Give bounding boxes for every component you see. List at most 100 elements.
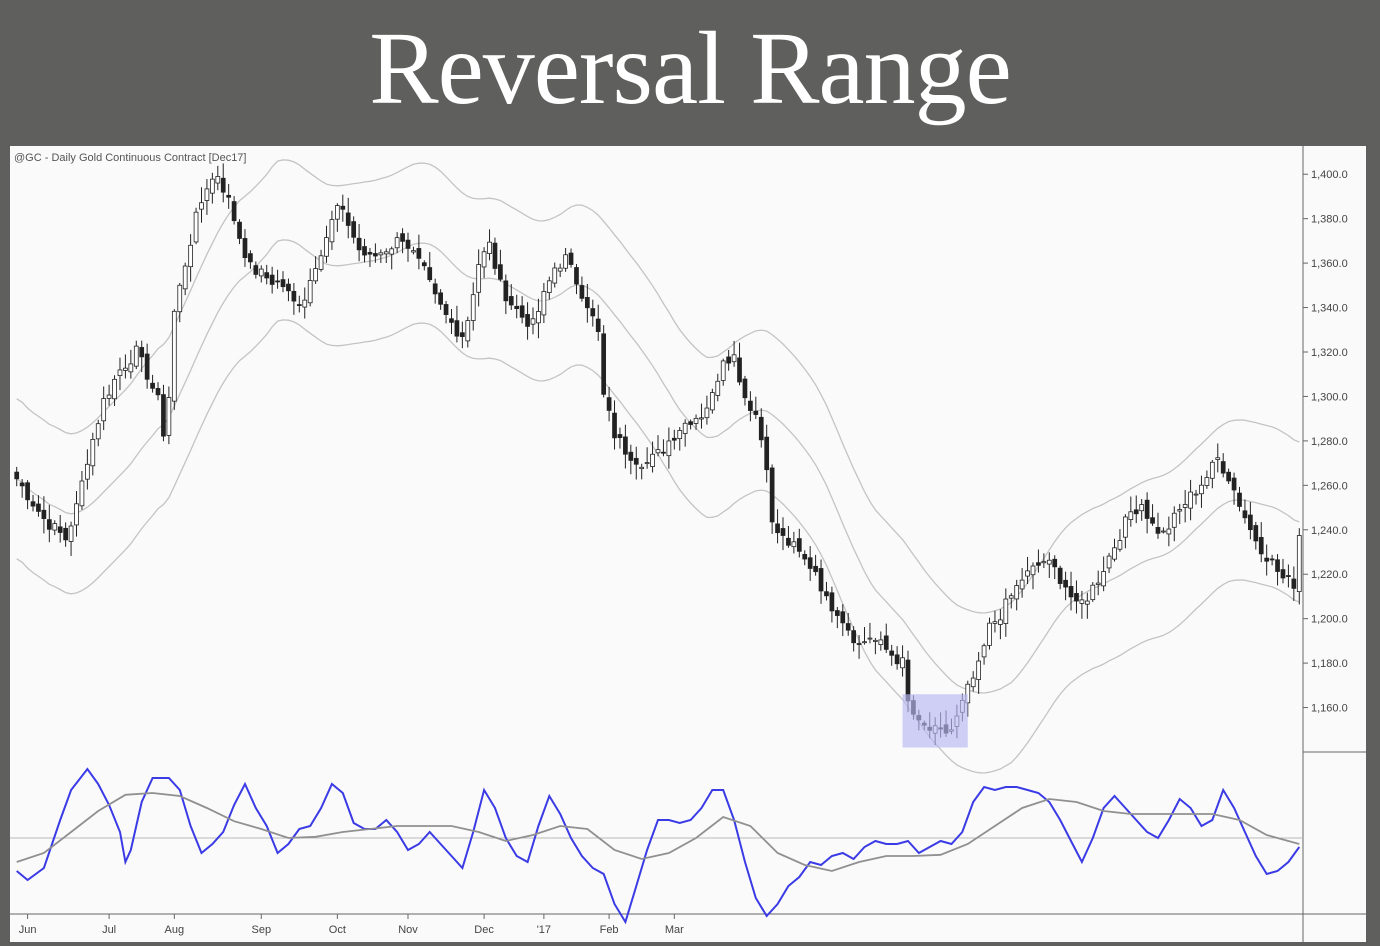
- candle-body: [166, 397, 172, 436]
- price-tick-label: 1,300.0: [1311, 391, 1348, 403]
- candle-body: [329, 219, 335, 243]
- candle-body: [367, 252, 373, 255]
- candle: [248, 250, 253, 269]
- candle-body: [856, 643, 862, 645]
- candle: [1177, 503, 1183, 525]
- candle: [324, 225, 329, 263]
- candle: [74, 491, 79, 537]
- candle: [688, 419, 693, 430]
- candle-body: [237, 221, 242, 239]
- candle: [987, 617, 992, 650]
- candle: [1117, 529, 1123, 552]
- candle: [824, 581, 829, 601]
- candle: [1204, 470, 1210, 489]
- candle: [476, 249, 482, 307]
- candle: [998, 609, 1003, 640]
- candle-body: [362, 246, 367, 256]
- candle: [704, 395, 710, 425]
- candle-body: [617, 434, 623, 438]
- candle: [775, 509, 780, 544]
- candle: [829, 586, 835, 623]
- candle-body: [775, 523, 780, 534]
- candle: [394, 232, 400, 254]
- candle-body: [699, 417, 704, 420]
- candle-body: [791, 541, 797, 548]
- candle: [269, 266, 275, 294]
- candle-body: [574, 267, 579, 285]
- candle-body: [90, 439, 96, 467]
- candle-body: [324, 237, 329, 257]
- candle-body: [215, 176, 221, 184]
- candle-body: [188, 244, 193, 268]
- candle: [1171, 506, 1177, 542]
- candle-body: [161, 394, 166, 437]
- candle: [514, 294, 520, 319]
- candle-body: [1139, 504, 1145, 512]
- candle: [1231, 472, 1237, 505]
- candle: [498, 249, 503, 282]
- candle-body: [411, 250, 416, 253]
- candle-body: [1106, 555, 1112, 569]
- candle: [840, 604, 846, 637]
- candle: [296, 295, 302, 313]
- candle: [606, 386, 612, 422]
- time-tick-label: Mar: [665, 924, 684, 936]
- price-tick-label: 1,280.0: [1311, 436, 1348, 448]
- candle: [525, 302, 530, 340]
- candle-body: [1226, 471, 1231, 482]
- candle: [818, 559, 824, 604]
- candle: [503, 274, 509, 315]
- candle-body: [46, 519, 52, 530]
- candle-body: [1014, 585, 1020, 600]
- candle: [633, 446, 639, 480]
- candle: [258, 265, 264, 283]
- candle: [161, 384, 166, 442]
- candle: [1155, 512, 1161, 539]
- candle-body: [1019, 579, 1025, 590]
- candle: [1248, 502, 1253, 540]
- candle-body: [813, 565, 818, 573]
- candle: [182, 262, 188, 296]
- candle: [1112, 538, 1117, 562]
- candle-body: [1057, 567, 1063, 584]
- candle-body: [1209, 461, 1215, 479]
- candle-body: [519, 305, 525, 318]
- candle: [1133, 495, 1139, 524]
- candle-body: [177, 284, 183, 313]
- candle-body: [987, 622, 992, 646]
- candle-body: [851, 630, 857, 644]
- time-axis: Jun Jul Aug Sep Oct Nov Dec '17 Feb Mar: [19, 914, 684, 936]
- candle: [427, 252, 433, 283]
- candle-body: [68, 525, 74, 542]
- candle: [481, 247, 487, 279]
- candle-body: [438, 292, 443, 305]
- candle-body: [530, 318, 536, 325]
- candle-body: [133, 345, 139, 367]
- candle: [128, 349, 134, 379]
- price-tick-label: 1,240.0: [1311, 525, 1348, 537]
- candle-body: [1074, 593, 1079, 602]
- lower-band-line: [16, 319, 1300, 774]
- candle-body: [389, 248, 395, 255]
- candle: [1046, 552, 1052, 579]
- candle: [1057, 565, 1063, 590]
- candle: [155, 382, 161, 401]
- candle: [1090, 581, 1096, 602]
- candle: [1030, 562, 1036, 590]
- candle-body: [970, 677, 976, 688]
- oscillator-line: [16, 792, 1300, 872]
- candle-body: [612, 412, 617, 439]
- candle: [1161, 527, 1166, 534]
- candle-body: [454, 320, 460, 337]
- candle-body: [1112, 547, 1117, 560]
- candle: [411, 246, 416, 255]
- candle: [280, 271, 286, 293]
- candle-body: [1264, 557, 1270, 562]
- candle: [715, 373, 721, 402]
- candle-body: [1063, 579, 1068, 588]
- candle: [709, 388, 715, 414]
- price-tick-label: 1,380.0: [1311, 214, 1348, 226]
- candle-body: [258, 268, 264, 277]
- candle-body: [1253, 525, 1259, 542]
- candle-body: [373, 253, 378, 257]
